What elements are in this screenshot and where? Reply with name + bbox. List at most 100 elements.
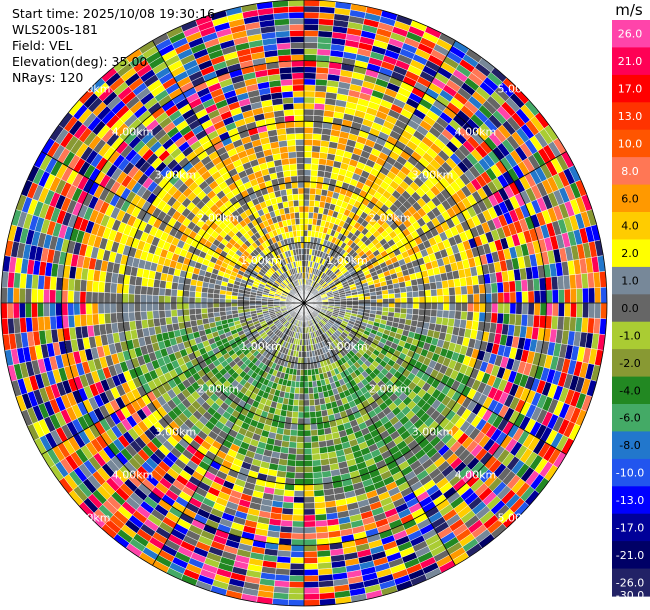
gate-cell	[279, 525, 293, 534]
ppi-ray	[303, 3, 368, 304]
gate-cell	[303, 5, 320, 13]
gate-cell	[388, 297, 396, 304]
gate-cell	[212, 307, 220, 313]
gate-cell	[276, 555, 291, 564]
gate-cell	[435, 316, 443, 326]
gate-cell	[104, 281, 112, 294]
gate-cell	[297, 423, 305, 431]
gate-cell	[314, 513, 328, 522]
gate-cell	[158, 302, 166, 311]
gate-cell	[218, 302, 226, 308]
gate-cell	[237, 302, 244, 307]
gate-cell	[388, 307, 396, 313]
gate-cell	[219, 306, 226, 313]
gate-cell	[411, 314, 419, 322]
gate-cell	[533, 302, 541, 316]
gate-cell	[430, 302, 438, 311]
gate-cell	[521, 291, 529, 304]
gate-cell	[394, 297, 402, 304]
gate-cell	[303, 569, 319, 576]
gate-cell	[159, 279, 167, 289]
gate-cell	[121, 293, 129, 304]
gate-cell	[165, 280, 173, 290]
gate-cell	[152, 294, 160, 304]
gate-cell	[290, 544, 305, 552]
gate-cell	[292, 514, 305, 522]
gate-cell	[300, 357, 305, 364]
gate-cell	[303, 36, 319, 44]
gate-cell	[576, 288, 584, 304]
gate-cell	[454, 310, 462, 320]
gate-cell	[303, 363, 308, 370]
gate-cell	[303, 375, 309, 383]
gate-cell	[303, 417, 311, 425]
gate-cell	[188, 296, 196, 304]
gate-cell	[306, 363, 312, 370]
ppi-ray	[303, 302, 559, 482]
gate-cell	[600, 286, 608, 304]
gate-cell	[24, 288, 32, 304]
gate-cell	[448, 294, 456, 304]
gate-cell	[287, 599, 305, 607]
gate-cell	[298, 387, 305, 395]
gate-cell	[472, 311, 480, 322]
gate-cell	[91, 291, 99, 304]
gate-cell	[290, 550, 305, 558]
gate-cell	[303, 187, 311, 195]
gate-cell	[515, 291, 523, 304]
gate-cell	[545, 289, 553, 304]
gate-cell	[309, 405, 316, 413]
gate-cell	[140, 302, 147, 312]
gate-cell	[194, 308, 202, 315]
gate-cell	[576, 302, 584, 318]
gate-cell	[37, 302, 45, 318]
gate-cell	[67, 290, 75, 304]
gate-cell	[225, 306, 232, 312]
gate-cell	[243, 302, 250, 307]
gate-cell	[298, 393, 305, 401]
gate-cell	[411, 284, 419, 292]
gate-cell	[206, 307, 214, 314]
gate-cell	[588, 302, 596, 319]
gate-cell	[393, 287, 401, 294]
gate-cell	[109, 292, 117, 304]
ppi-ray	[303, 302, 550, 494]
gate-cell	[201, 312, 209, 320]
gate-cell	[370, 295, 377, 300]
gate-cell	[394, 302, 402, 309]
gate-cell	[364, 295, 371, 301]
gate-cell	[146, 294, 153, 304]
gate-cell	[289, 575, 305, 583]
gate-cell	[79, 279, 88, 292]
gate-cell	[303, 369, 309, 376]
gate-cell	[497, 302, 505, 314]
gate-cell	[292, 399, 300, 407]
gate-cell	[237, 299, 244, 304]
gate-cell	[110, 282, 118, 294]
gate-cell	[311, 441, 320, 449]
gate-cell	[311, 447, 321, 455]
gate-cell	[311, 453, 321, 461]
gate-cell	[140, 294, 147, 304]
gate-cell	[303, 133, 314, 140]
gate-cell	[485, 292, 493, 304]
gate-cell	[212, 302, 220, 309]
gate-cell	[176, 296, 184, 304]
gate-cell	[303, 526, 317, 534]
gate-cell	[292, 502, 305, 510]
gate-cell	[317, 434, 327, 442]
gate-cell	[303, 502, 316, 510]
gate-cell	[400, 297, 408, 304]
gate-cell	[85, 279, 94, 293]
gate-cell	[317, 555, 332, 564]
gate-cell	[303, 199, 310, 207]
gate-cell	[67, 278, 76, 292]
gate-cell	[282, 428, 291, 436]
gate-cell	[79, 314, 88, 327]
gate-cell	[287, 453, 297, 461]
gate-cell	[315, 66, 329, 75]
gate-cell	[296, 429, 305, 437]
gate-cell	[521, 302, 529, 315]
ppi-ray	[303, 10, 398, 304]
gate-cell	[194, 291, 202, 298]
